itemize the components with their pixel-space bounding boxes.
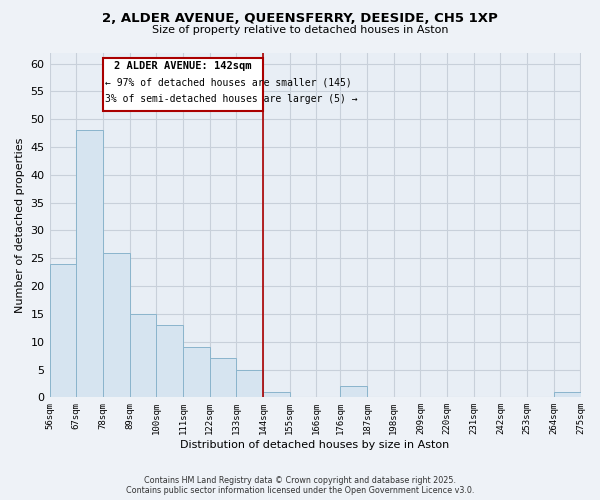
Bar <box>130 314 156 398</box>
Bar <box>76 130 103 398</box>
Bar <box>236 370 263 398</box>
Bar <box>554 392 581 398</box>
Y-axis label: Number of detached properties: Number of detached properties <box>15 137 25 312</box>
Text: Size of property relative to detached houses in Aston: Size of property relative to detached ho… <box>152 25 448 35</box>
Text: 2 ALDER AVENUE: 142sqm: 2 ALDER AVENUE: 142sqm <box>114 61 251 71</box>
Bar <box>263 392 290 398</box>
Bar <box>209 358 236 398</box>
Text: Contains HM Land Registry data © Crown copyright and database right 2025.
Contai: Contains HM Land Registry data © Crown c… <box>126 476 474 495</box>
X-axis label: Distribution of detached houses by size in Aston: Distribution of detached houses by size … <box>181 440 449 450</box>
Text: 3% of semi-detached houses are larger (5) →: 3% of semi-detached houses are larger (5… <box>106 94 358 104</box>
FancyBboxPatch shape <box>103 58 263 111</box>
Bar <box>50 264 76 398</box>
Text: 2, ALDER AVENUE, QUEENSFERRY, DEESIDE, CH5 1XP: 2, ALDER AVENUE, QUEENSFERRY, DEESIDE, C… <box>102 12 498 26</box>
Bar <box>340 386 367 398</box>
Bar <box>156 325 183 398</box>
Bar <box>183 348 209 398</box>
Text: ← 97% of detached houses are smaller (145): ← 97% of detached houses are smaller (14… <box>106 78 352 88</box>
Bar <box>103 252 130 398</box>
